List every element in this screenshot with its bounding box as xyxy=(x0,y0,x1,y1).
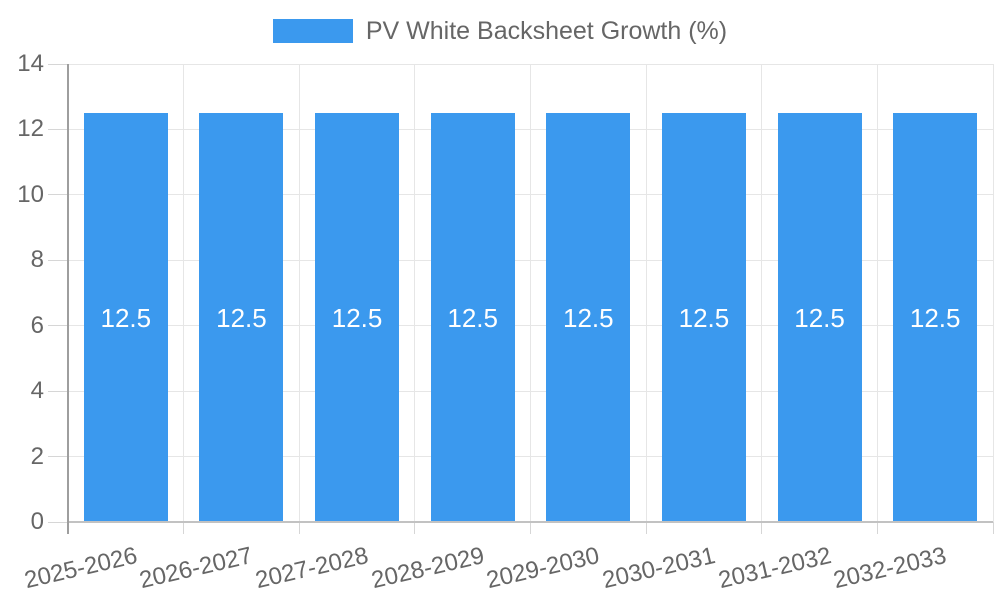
x-tick-mark xyxy=(414,522,416,534)
y-axis-tick-label: 12 xyxy=(17,115,44,143)
y-axis-line xyxy=(67,64,69,534)
bar-2030-2031[interactable] xyxy=(661,113,746,522)
x-tick-mark xyxy=(992,522,994,534)
gridline-vertical xyxy=(414,64,416,522)
y-tick-mark xyxy=(48,128,68,130)
legend-swatch xyxy=(272,19,353,43)
gridline-vertical xyxy=(298,64,300,522)
gridline-vertical xyxy=(761,64,763,522)
y-axis-tick-label: 8 xyxy=(30,246,44,274)
y-tick-mark xyxy=(48,63,68,65)
y-axis-tick-label: 4 xyxy=(30,377,44,405)
y-tick-mark xyxy=(48,456,68,458)
bar-2029-2030[interactable] xyxy=(546,113,631,522)
y-axis-tick-label: 0 xyxy=(30,508,44,535)
y-tick-mark xyxy=(48,259,68,261)
y-tick-mark xyxy=(48,521,68,523)
gridline-vertical xyxy=(530,64,531,522)
bar-2026-2027[interactable] xyxy=(199,113,284,522)
bar-2028-2029[interactable] xyxy=(430,113,515,522)
legend[interactable]: PV White Backsheet Growth (%) xyxy=(0,16,1000,46)
bar-2031-2032[interactable] xyxy=(777,113,862,522)
y-axis-tick-label: 6 xyxy=(30,311,44,339)
bar-value-label: 12.5 xyxy=(678,302,730,333)
x-tick-mark xyxy=(645,522,647,534)
legend-label: PV White Backsheet Growth (%) xyxy=(365,16,728,45)
x-tick-mark xyxy=(761,522,763,534)
y-axis-tick-label: 14 xyxy=(17,50,44,77)
bar-2027-2028[interactable] xyxy=(315,113,400,522)
gridline-vertical xyxy=(992,64,994,522)
bar-value-label: 12.5 xyxy=(331,302,383,333)
x-tick-mark xyxy=(530,522,531,534)
y-axis-tick-label: 2 xyxy=(30,442,44,470)
bar-value-label: 12.5 xyxy=(794,302,845,333)
gridline-vertical xyxy=(645,64,647,522)
bar-value-label: 12.5 xyxy=(100,302,152,333)
bar-value-label: 12.5 xyxy=(216,302,267,333)
x-tick-mark xyxy=(183,522,185,534)
bar-2032-2033[interactable] xyxy=(893,113,978,522)
gridline-vertical xyxy=(876,64,878,522)
bar-value-label: 12.5 xyxy=(563,302,614,333)
y-tick-mark xyxy=(48,390,68,392)
y-tick-mark xyxy=(48,325,68,327)
x-tick-mark xyxy=(876,522,878,534)
y-tick-mark xyxy=(48,194,68,196)
gridline-vertical xyxy=(183,64,185,522)
x-axis-line xyxy=(68,521,993,523)
y-axis-tick-label: 10 xyxy=(17,180,44,208)
bar-value-label: 12.5 xyxy=(909,302,961,333)
bar-2025-2026[interactable] xyxy=(83,113,168,522)
x-tick-mark xyxy=(298,522,300,534)
bar-value-label: 12.5 xyxy=(447,302,498,333)
